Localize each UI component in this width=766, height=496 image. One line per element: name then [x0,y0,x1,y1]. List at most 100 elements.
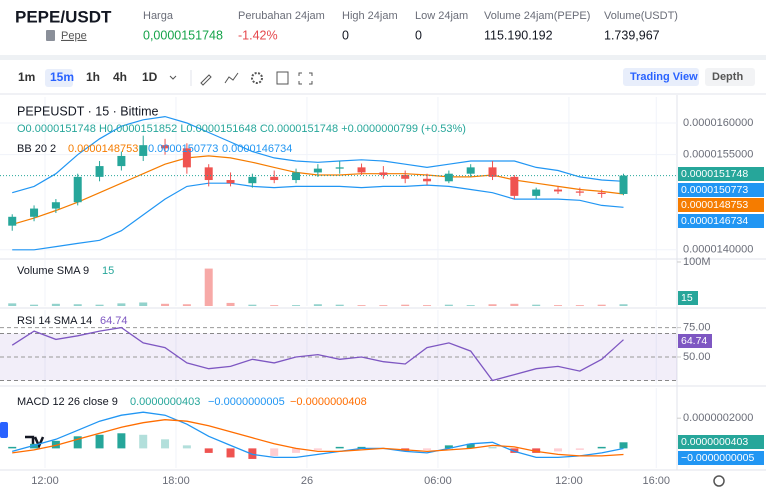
volume-bar [248,304,257,306]
volume-bar [313,304,322,306]
candle-body [335,167,344,169]
macd-histogram [444,445,453,449]
macd-histogram [554,448,563,452]
candle-body [510,176,519,196]
stat-label: Volume(USDT) [604,10,678,22]
macd-histogram [510,448,519,453]
macd-histogram [95,434,104,449]
price-tag [678,183,764,197]
interval-caret[interactable] [169,75,177,80]
ohlc-legend: O0.0000151748 H0.0000151852 L0.000015164… [17,123,466,135]
interval-button[interactable]: 1D [142,70,158,84]
y-tick-label: 0.0000160000 [683,117,753,129]
volume-bar [73,304,82,306]
volume-bar [510,303,519,306]
macd-histogram [270,448,279,456]
interval-button[interactable]: 1m [18,70,35,84]
indicator-value: 0.0000146734 [222,143,292,155]
macd-histogram [161,439,170,449]
signal-line [12,419,624,457]
macd-histogram [597,446,606,449]
price-tag [678,198,764,212]
x-tick-label: 26 [301,475,313,487]
candle-body [139,145,148,156]
candle-body [8,216,17,226]
macd-histogram [248,448,257,459]
pane-value: 64.74 [100,315,128,327]
stat-value: 0,0000151748 [143,28,223,42]
macd-histogram [357,446,366,449]
candle-body [532,189,541,196]
x-tick-label: 18:00 [162,475,190,487]
volume-bar [401,304,410,306]
bb-lower [12,182,624,251]
volume-bar [423,305,432,306]
macd-histogram [532,448,541,453]
indicator-value: 0.0000150773 [148,143,218,155]
chart-settings-icon[interactable] [713,475,725,487]
macd-histogram [73,436,82,449]
stat-label: Volume 24jam(PEPE) [484,10,590,22]
candle-body [554,189,563,192]
macd-histogram [313,448,322,450]
macd-histogram [466,443,475,449]
price-tag-label: 15 [681,292,693,304]
price-tag [678,451,764,465]
candle-body [597,192,606,194]
pane-value: −0.0000000408 [290,396,367,408]
coin-link[interactable]: Pepe [61,30,87,42]
stat-value: -1.42% [238,28,278,42]
macd-histogram [51,440,60,449]
pair-title: PEPE/USDT [15,7,112,26]
scroll-handle[interactable] [0,422,8,438]
candle-body [619,175,628,194]
price-tag [678,214,764,228]
volume-bar [8,303,17,306]
price-tag-label: 0.0000150773 [681,184,748,196]
volume-bar [226,302,235,306]
volume-bar [182,304,191,306]
candle-body [161,145,170,149]
volume-bar [619,304,628,306]
volume-bar [466,305,475,306]
macd-histogram [488,446,497,449]
stat-label: High 24jam [342,10,398,22]
candle-body [204,167,213,181]
view-bg [705,68,755,86]
draw-icon[interactable] [200,74,212,86]
volume-bar [30,304,39,306]
pane-value: −0.0000000005 [208,396,285,408]
save-icon[interactable] [276,71,289,85]
view-button[interactable]: Trading View [630,71,698,83]
volume-bar [270,305,279,306]
view-button[interactable]: Depth [712,71,743,83]
indicator-icon[interactable] [224,72,239,84]
settings-icon[interactable] [251,72,263,84]
tv-logo [25,435,45,450]
candle-body [270,176,279,181]
volume-bar [554,305,563,306]
macd-histogram [335,446,344,449]
candle-body [444,173,453,182]
candle-body [357,167,366,173]
stat-label: Perubahan 24jam [238,10,325,22]
candle-body [30,208,39,217]
fullscreen-icon[interactable] [298,72,313,85]
macd-histogram [139,434,148,449]
y-tick-label: 0.0000155000 [683,149,753,161]
candle-body [226,180,235,184]
volume-bar [204,268,213,306]
macd-histogram [8,446,17,449]
volume-bar [357,305,366,306]
volume-bar [139,302,148,306]
interval-button[interactable]: 1h [86,70,100,84]
price-tag [678,291,698,305]
x-tick-label: 16:00 [642,475,670,487]
interval-button[interactable]: 4h [113,70,127,84]
y-tick-label: 75.00 [683,322,711,334]
macd-histogram [204,448,213,453]
candle-body [379,172,388,175]
interval-button[interactable]: 15m [50,70,74,84]
stat-label: Low 24jam [415,10,468,22]
macd-histogram [423,448,432,450]
